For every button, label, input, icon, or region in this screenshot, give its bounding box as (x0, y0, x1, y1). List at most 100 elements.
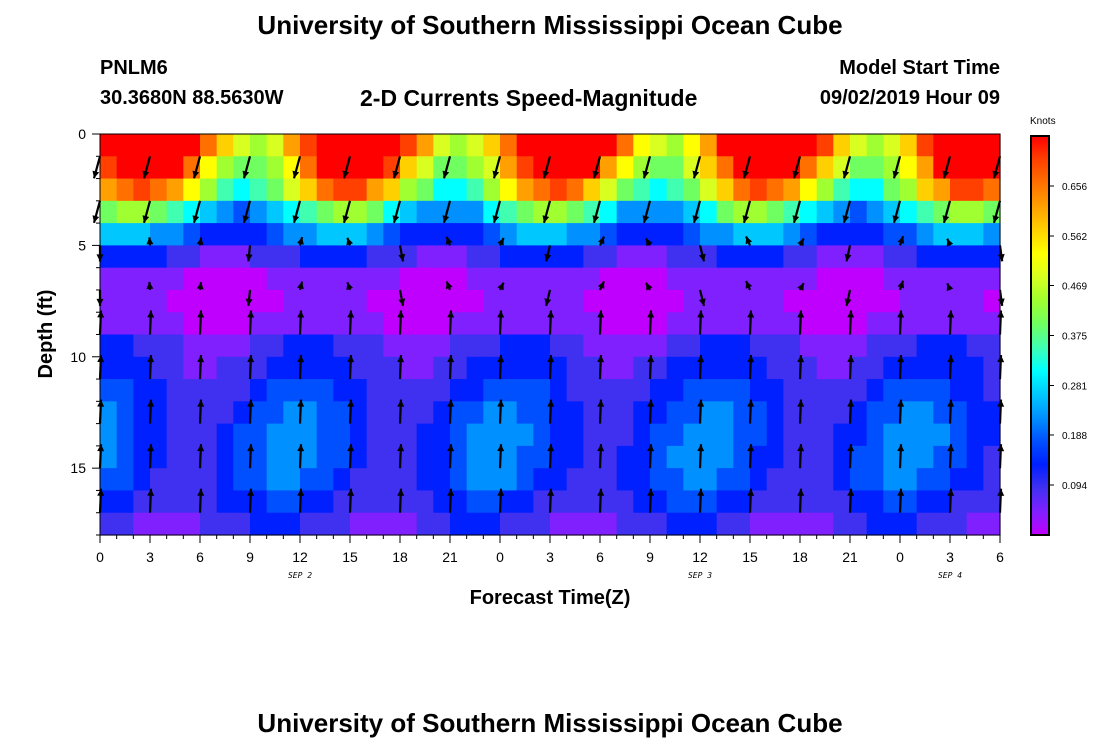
vector-head (92, 215, 100, 223)
heatmap-cell (416, 245, 434, 269)
current-vector (497, 355, 505, 380)
heatmap-cell (950, 289, 968, 313)
heatmap-cell (216, 312, 234, 336)
current-vector (697, 488, 705, 513)
heatmap-cell (183, 445, 201, 469)
heatmap-cell (100, 423, 118, 447)
heatmap-cell (300, 490, 318, 514)
heatmap-cell (116, 401, 134, 425)
current-vector (847, 444, 855, 469)
heatmap-cell (450, 379, 468, 402)
heatmap-cell (616, 156, 634, 180)
heatmap-cell (250, 445, 268, 469)
heatmap-cell (383, 334, 401, 358)
vector-head (797, 488, 805, 496)
heatmap-cell (216, 379, 234, 402)
vector-head (297, 488, 305, 496)
heatmap-cell (766, 178, 784, 202)
vector-head (797, 238, 804, 247)
heatmap-cell (133, 289, 151, 313)
heatmap-cell (983, 134, 1001, 157)
current-vector (447, 310, 455, 335)
vector-head (997, 399, 1005, 407)
heatmap-cell (666, 267, 684, 291)
heatmap-cell (766, 423, 784, 447)
heatmap-cell (250, 379, 268, 402)
heatmap-cell (966, 423, 984, 447)
heatmap-cell (650, 423, 668, 447)
heatmap-cell (500, 289, 518, 313)
colorbar-tick-label: 0.094 (1062, 481, 1087, 492)
heatmap-cell (116, 445, 134, 469)
heatmap-cell (483, 223, 501, 246)
current-vector (946, 238, 954, 247)
vector-head (947, 399, 955, 407)
heatmap-cell (316, 512, 334, 536)
heatmap-cell (450, 267, 468, 291)
current-vector (592, 156, 602, 179)
heatmap-cell (516, 223, 534, 246)
heatmap-cell (916, 156, 934, 180)
heatmap-cell (683, 423, 701, 447)
heatmap-cell (250, 512, 268, 536)
heatmap-cell (216, 223, 234, 246)
heatmap-cell (383, 468, 401, 492)
heatmap-cell (683, 289, 701, 313)
heatmap-cell (200, 178, 218, 202)
heatmap-cell (233, 379, 251, 402)
heatmap-cell (800, 445, 818, 469)
vector-head (847, 444, 855, 452)
heatmap-cell (816, 445, 834, 469)
heatmap-cell (466, 200, 484, 224)
heatmap-cell (183, 289, 201, 313)
current-vector (942, 200, 952, 224)
heatmap-cell (700, 423, 718, 447)
vector-head (897, 280, 905, 289)
vector-head (947, 355, 955, 363)
heatmap-cell (350, 289, 368, 313)
heatmap-cell (883, 490, 901, 514)
current-vector (146, 281, 154, 290)
heatmap-cell (583, 312, 601, 336)
heatmap-cell (733, 468, 751, 492)
heatmap-cell (550, 178, 568, 202)
current-vector (597, 444, 605, 469)
heatmap-cell (816, 200, 834, 224)
heatmap-cell (200, 468, 218, 492)
heatmap-cell (933, 334, 951, 358)
vector-head (697, 399, 705, 407)
heatmap-cell (816, 423, 834, 447)
heatmap-cell (850, 490, 868, 514)
heatmap-cell (150, 200, 168, 224)
heatmap-cell (166, 289, 184, 313)
current-vector (96, 289, 104, 306)
heatmap-cell (433, 379, 451, 402)
colorbar-tick-label: 0.281 (1062, 382, 1087, 393)
vector-head (692, 170, 700, 179)
heatmap-cell (250, 334, 268, 358)
heatmap-cell (116, 245, 134, 269)
heatmap-cell (583, 134, 601, 157)
current-vector (397, 444, 405, 469)
current-vector (147, 399, 155, 424)
heatmap-cell (966, 490, 984, 514)
vector-head (797, 283, 804, 291)
heatmap-cell (400, 356, 418, 380)
current-vector (445, 281, 453, 291)
heatmap-cell (400, 401, 418, 425)
heatmap-cell (700, 445, 718, 469)
current-vector (697, 399, 705, 424)
heatmap-cell (133, 512, 151, 536)
heatmap-cell (950, 334, 968, 358)
heatmap-cell (450, 156, 468, 180)
heatmap-cell (133, 245, 151, 269)
heatmap-cell (433, 267, 451, 291)
heatmap-cell (783, 178, 801, 202)
station-coordinates: 30.3680N 88.5630W (100, 87, 284, 109)
heatmap-cell (150, 312, 168, 336)
heatmap-cell (683, 334, 701, 358)
heatmap-cell (983, 468, 1001, 492)
heatmap-cell (616, 334, 634, 358)
heatmap-cell (266, 245, 284, 269)
current-vector (647, 488, 655, 513)
